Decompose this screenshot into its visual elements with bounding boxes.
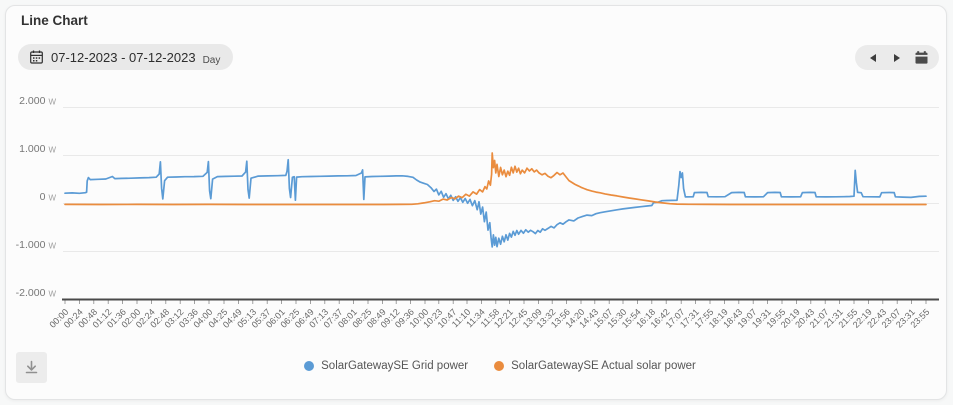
y-tick-label: 2.000 W: [19, 95, 56, 107]
legend-dot-grid-power: [304, 361, 315, 371]
calendar-icon: [29, 49, 44, 65]
prev-period-button[interactable]: [861, 45, 885, 70]
granularity-label: Day: [202, 55, 221, 66]
y-tick-label: 1.000 W: [19, 143, 56, 155]
download-button[interactable]: [16, 352, 47, 383]
next-period-button[interactable]: [885, 45, 909, 70]
line-chart-plot: 2.000 W1.000 W0 W-1.000 W-2.000 W00:0000:2400…: [16, 95, 939, 330]
chart-legend: SolarGatewaySE Grid power SolarGatewaySE…: [65, 360, 935, 372]
date-range-picker[interactable]: 07-12-2023 - 07-12-2023 Day: [18, 44, 234, 70]
period-nav: [855, 45, 939, 70]
legend-item-solar-power[interactable]: SolarGatewaySE Actual solar power: [494, 360, 696, 372]
left-triangle-icon: [870, 53, 876, 62]
legend-dot-solar-power: [494, 361, 505, 371]
right-triangle-icon: [894, 53, 900, 62]
page-title: Line Chart: [21, 13, 88, 28]
legend-item-grid-power[interactable]: SolarGatewaySE Grid power: [304, 360, 468, 372]
y-tick-label: -2.000 W: [16, 287, 57, 299]
y-tick-label: -1.000 W: [16, 239, 57, 251]
download-icon: [23, 359, 40, 376]
date-range-label: 07-12-2023 - 07-12-2023: [51, 49, 196, 65]
legend-label-solar-power: SolarGatewaySE Actual solar power: [511, 360, 696, 372]
calendar-button[interactable]: [909, 45, 933, 70]
legend-label-grid-power: SolarGatewaySE Grid power: [321, 360, 469, 372]
calendar-solid-icon: [914, 50, 929, 65]
series-line-grid-power[interactable]: [64, 158, 927, 248]
series-line-solar-power[interactable]: [64, 152, 927, 206]
